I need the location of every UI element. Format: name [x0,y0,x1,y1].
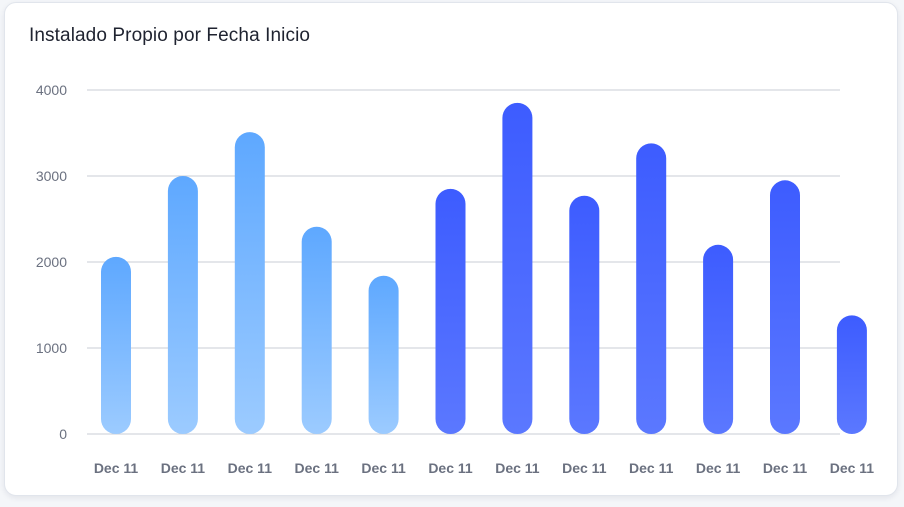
bar[interactable] [569,195,600,434]
y-tick-label: 3000 [36,168,67,184]
x-tick-label: Dec 11 [361,460,406,476]
x-axis: Dec 11 Dec 11 Dec 11 Dec 11 Dec 11 Dec 11 Dec … [94,460,874,476]
x-tick-label: Dec 11 [161,460,206,476]
y-tick-label: 4000 [36,82,67,98]
x-tick-label: Dec 11 [295,460,340,476]
y-tick-label: 0 [59,426,67,442]
x-tick-label: Dec 11 [94,460,139,476]
x-tick-label: Dec 11 [763,460,808,476]
bar[interactable] [770,180,800,434]
y-tick-label: 2000 [36,254,67,270]
y-tick-label: 1000 [36,340,67,356]
bar[interactable] [435,188,466,434]
x-tick-label: Dec 11 [562,460,607,476]
x-tick-label: Dec 11 [228,460,273,476]
bar[interactable] [836,315,867,434]
y-axis: 0 1000 2000 3000 4000 [36,82,67,442]
bar[interactable] [101,256,131,434]
bar[interactable] [167,176,198,434]
x-tick-label: Dec 11 [428,460,473,476]
x-tick-label: Dec 11 [629,460,674,476]
x-tick-label: Dec 11 [696,460,741,476]
bar[interactable] [502,102,533,435]
bar[interactable] [301,226,332,434]
chart-title: Instalado Propio por Fecha Inicio [29,25,311,46]
x-tick-label: Dec 11 [495,460,540,476]
bar[interactable] [636,143,667,434]
bar[interactable] [368,275,399,434]
bar[interactable] [703,244,734,434]
bars [101,102,867,435]
x-tick-label: Dec 11 [830,460,875,476]
bar[interactable] [234,132,265,434]
